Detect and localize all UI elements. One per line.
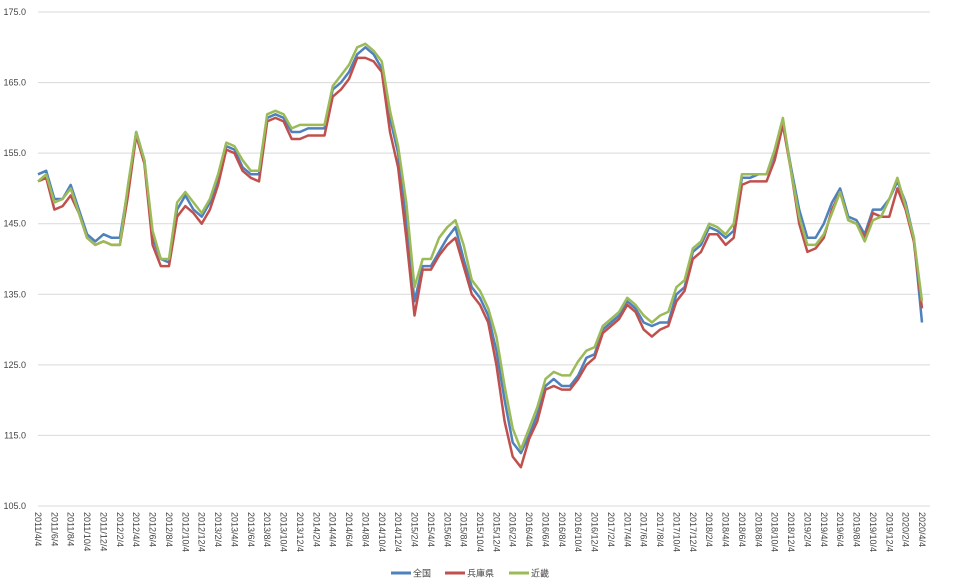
x-tick-label: 2011/6/4	[49, 512, 59, 546]
y-tick-label: 145.0	[3, 219, 26, 229]
x-tick-label: 2019/10/4	[868, 512, 878, 552]
x-tick-label: 2011/4/4	[33, 512, 43, 546]
x-tick-label: 2013/6/4	[246, 512, 256, 547]
y-tick-label: 135.0	[3, 289, 26, 299]
x-tick-label: 2017/8/4	[655, 512, 665, 547]
x-tick-label: 2016/10/4	[573, 512, 583, 552]
x-tick-label: 2017/12/4	[688, 512, 698, 552]
x-tick-label: 2015/12/4	[491, 512, 501, 552]
x-tick-label: 2014/8/4	[360, 512, 370, 547]
x-tick-label: 2013/4/4	[229, 512, 239, 547]
x-tick-label: 2019/2/4	[802, 512, 812, 547]
x-tick-label: 2012/6/4	[148, 512, 158, 547]
x-tick-label: 2012/8/4	[164, 512, 174, 547]
x-tick-label: 2019/12/4	[884, 512, 894, 552]
x-tick-label: 2014/4/4	[328, 512, 338, 547]
y-tick-label: 155.0	[3, 148, 26, 158]
x-tick-label: 2012/10/4	[180, 512, 190, 552]
y-tick-label: 105.0	[3, 501, 26, 511]
x-tick-label: 2011/8/4	[66, 512, 76, 546]
x-tick-label: 2018/10/4	[770, 512, 780, 552]
legend-label: 兵庫県	[467, 568, 494, 579]
x-tick-label: 2011/10/4	[82, 512, 92, 551]
x-tick-label: 2019/8/4	[852, 512, 862, 547]
x-tick-label: 2015/8/4	[459, 512, 469, 547]
x-tick-label: 2016/6/4	[540, 512, 550, 547]
x-tick-label: 2014/12/4	[393, 512, 403, 552]
series-line	[37, 56, 924, 469]
y-tick-label: 125.0	[3, 360, 26, 370]
x-tick-label: 2013/2/4	[213, 512, 223, 547]
x-tick-label: 2019/6/4	[835, 512, 845, 547]
x-tick-label: 2013/8/4	[262, 512, 272, 547]
x-tick-label: 2015/2/4	[410, 512, 420, 547]
y-tick-label: 165.0	[3, 78, 26, 88]
x-tick-label: 2014/6/4	[344, 512, 354, 547]
legend-label: 近畿	[531, 568, 549, 579]
x-tick-label: 2011/12/4	[98, 512, 108, 551]
x-tick-label: 2012/4/4	[131, 512, 141, 547]
x-tick-label: 2013/10/4	[279, 512, 289, 552]
x-tick-label: 2016/8/4	[557, 512, 567, 547]
x-tick-label: 2017/6/4	[639, 512, 649, 547]
x-tick-label: 2018/2/4	[704, 512, 714, 547]
x-tick-label: 2020/2/4	[901, 512, 911, 547]
x-tick-label: 2019/4/4	[819, 512, 829, 547]
x-tick-label: 2015/6/4	[442, 512, 452, 547]
x-tick-label: 2015/10/4	[475, 512, 485, 552]
series-line	[37, 42, 924, 451]
x-tick-label: 2016/2/4	[508, 512, 518, 547]
x-tick-label: 2017/2/4	[606, 512, 616, 547]
x-tick-label: 2018/6/4	[737, 512, 747, 547]
legend-label: 全国	[413, 568, 431, 579]
x-tick-label: 2018/4/4	[721, 512, 731, 547]
x-tick-label: 2013/12/4	[295, 512, 305, 552]
x-tick-label: 2017/10/4	[671, 512, 681, 552]
x-tick-label: 2020/4/4	[917, 512, 927, 547]
x-tick-label: 2018/12/4	[786, 512, 796, 552]
x-tick-label: 2016/12/4	[590, 512, 600, 552]
x-tick-label: 2018/8/4	[753, 512, 763, 547]
x-tick-label: 2012/12/4	[197, 512, 207, 552]
x-tick-label: 2014/10/4	[377, 512, 387, 552]
y-tick-label: 175.0	[3, 7, 26, 17]
x-tick-label: 2012/2/4	[115, 512, 125, 547]
x-tick-label: 2017/4/4	[622, 512, 632, 547]
x-tick-label: 2016/4/4	[524, 512, 534, 547]
x-tick-label: 2015/4/4	[426, 512, 436, 547]
x-tick-label: 2014/2/4	[311, 512, 321, 547]
y-tick-label: 115.0	[4, 430, 26, 440]
